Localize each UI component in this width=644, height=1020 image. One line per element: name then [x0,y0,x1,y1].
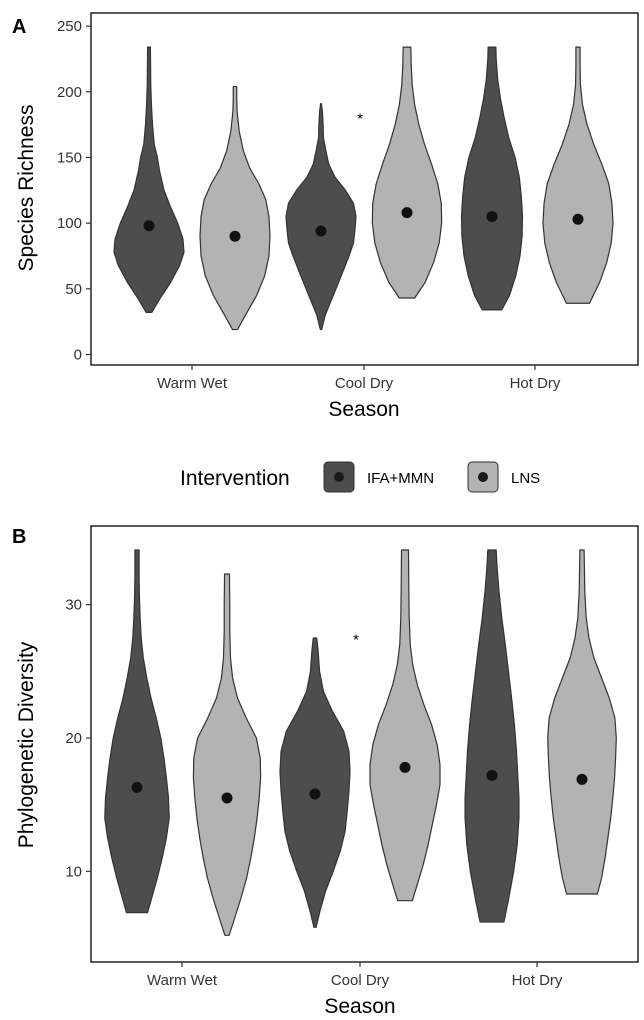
mean-point-lns-warm-wet [221,792,233,804]
x-tick-label: Hot Dry [510,375,561,392]
violin-ifa-mmn-warm-wet [104,549,170,914]
violins-b [104,549,617,936]
y-tick-label: 50 [65,281,82,298]
x-axis-title-b: Season [324,995,395,1018]
legend: Intervention IFA+MMN LNS [180,461,540,493]
y-tick-label: 250 [57,18,82,35]
mean-point-lns-hot-dry [572,213,584,225]
x-tick-label: Warm Wet [157,375,228,392]
legend-item-lns: LNS [467,461,540,493]
violin-ifa-mmn-cool-dry [285,103,357,331]
x-tick-label: Warm Wet [147,972,218,989]
mean-point-ifa-mmn-hot-dry [486,211,498,223]
x-tick-label: Cool Dry [335,375,394,392]
mean-point-lns-warm-wet [229,230,241,242]
y-tick-label: 200 [57,84,82,101]
y-tick-label: 30 [65,597,82,614]
violins-a [113,46,614,331]
mean-point-ifa-mmn-warm-wet [143,220,155,232]
y-axis-title-a: Species Richness [15,105,38,272]
plot-area-b [90,525,639,963]
x-axis-title-a: Season [328,398,399,421]
violin-ifa-mmn-cool-dry [279,637,351,928]
y-tick-label: 150 [57,149,82,166]
mean-point-lns-cool-dry [399,761,411,773]
legend-item-ifa-mmn: IFA+MMN [323,461,434,493]
x-tick-label: Cool Dry [331,972,390,989]
y-axis-title-b: Phylogenetic Diversity [15,641,38,848]
violin-ifa-mmn-hot-dry [464,549,520,923]
y-tick-label: 0 [74,346,82,363]
panel-label-b: B [12,526,26,548]
mean-point-ifa-mmn-cool-dry [315,225,327,237]
significance-marker: * [357,110,363,127]
legend-label-lns: LNS [511,470,540,487]
y-tick-label: 100 [57,215,82,232]
legend-label-ifa-mmn: IFA+MMN [367,470,434,487]
y-tick-label: 10 [65,863,82,880]
mean-point-lns-hot-dry [576,773,588,785]
panel-label-a: A [12,16,26,38]
violin-ifa-mmn-hot-dry [460,46,524,311]
legend-point-lns [478,472,488,482]
legend-point-ifa-mmn [334,472,344,482]
mean-point-ifa-mmn-hot-dry [486,769,498,781]
violin-lns-hot-dry [547,549,617,895]
mean-point-ifa-mmn-cool-dry [309,788,321,800]
violin-ifa-mmn-warm-wet [113,46,185,314]
mean-point-ifa-mmn-warm-wet [131,781,143,793]
x-tick-label: Hot Dry [512,972,563,989]
violin-lns-cool-dry [369,549,441,902]
significance-marker: * [353,632,359,649]
mean-point-lns-cool-dry [401,207,413,219]
violin-lns-hot-dry [542,46,614,304]
violin-lns-warm-wet [199,85,271,331]
violin-lns-cool-dry [371,46,443,299]
violin-lns-warm-wet [192,573,262,936]
panel-species-richness: A Species Richness Season 0 50 100 150 200 25… [12,12,639,421]
y-tick-label: 20 [65,730,82,747]
panel-phylogenetic-diversity: B Phylogenetic Diversity Season 10 20 30 Wa… [12,525,639,1018]
legend-title: Intervention [180,467,290,490]
